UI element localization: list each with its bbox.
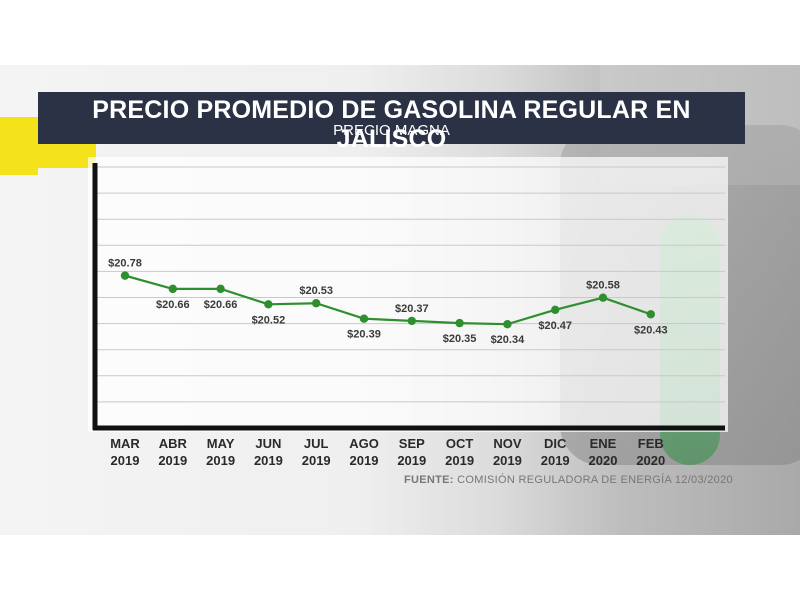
x-tick-label-year: 2019 — [541, 453, 570, 468]
data-label: $20.53 — [299, 285, 333, 297]
x-tick-label: ENE — [590, 436, 617, 451]
series-line — [124, 274, 652, 326]
data-label: $20.58 — [586, 280, 620, 292]
data-point — [120, 271, 130, 280]
data-label: $20.52 — [252, 314, 286, 326]
data-point — [455, 318, 464, 328]
x-tick-label: AGO — [349, 436, 379, 451]
data-point — [646, 310, 655, 319]
data-label: $20.43 — [634, 324, 668, 336]
x-tick-label-year: 2019 — [350, 453, 379, 468]
x-tick-label-year: 2019 — [254, 453, 283, 468]
data-label: $20.39 — [347, 329, 381, 341]
accent-bar-secondary — [38, 143, 96, 168]
data-point — [407, 316, 416, 326]
x-tick-label: MAY — [207, 436, 235, 451]
x-tick-label: DIC — [544, 436, 567, 451]
x-tick-label-year: 2019 — [302, 453, 331, 468]
x-tick-label-year: 2019 — [445, 453, 474, 468]
data-point — [312, 299, 321, 308]
x-tick-label-year: 2019 — [206, 453, 235, 468]
data-point — [359, 314, 369, 323]
data-label: $20.66 — [204, 299, 238, 311]
x-tick-label-year: 2019 — [493, 453, 522, 468]
data-point — [216, 284, 225, 294]
chart-subtitle: PRECIO MAGNA — [333, 122, 450, 139]
x-tick-label-year: 2019 — [397, 453, 426, 468]
x-tick-label-year: 2020 — [589, 453, 618, 468]
x-tick-label: MAR — [110, 436, 140, 451]
x-tick-label: ABR — [159, 436, 188, 451]
x-tick-label-year: 2019 — [158, 453, 187, 468]
source-text: COMISIÓN REGULADORA DE ENERGÍA 12/03/202… — [457, 474, 733, 486]
data-label: $20.37 — [395, 303, 429, 315]
data-point — [551, 305, 560, 315]
x-tick-label: NOV — [493, 436, 522, 451]
chart-header: PRECIO PROMEDIO DE GASOLINA REGULAR EN J… — [38, 92, 745, 153]
data-point — [264, 300, 273, 309]
data-label: $20.66 — [156, 299, 190, 311]
accent-bar — [0, 117, 38, 175]
chart-title: PRECIO PROMEDIO DE GASOLINA REGULAR EN J… — [92, 96, 691, 153]
x-tick-label: JUL — [304, 436, 329, 451]
data-label: $20.47 — [538, 320, 572, 332]
x-tick-label: JUN — [255, 436, 281, 451]
x-tick-label-year: 2019 — [111, 453, 140, 468]
data-label: $20.35 — [443, 333, 477, 345]
data-point — [503, 320, 512, 329]
source-note: FUENTE: COMISIÓN REGULADORA DE ENERGÍA 1… — [404, 474, 733, 486]
x-tick-label: SEP — [399, 436, 425, 451]
x-tick-label: OCT — [446, 436, 474, 451]
data-point — [168, 284, 177, 294]
x-tick-label-year: 2020 — [636, 453, 665, 468]
source-label: FUENTE: — [404, 474, 454, 486]
plot-panel — [88, 157, 728, 432]
data-label: $20.78 — [108, 258, 142, 270]
data-point — [598, 293, 608, 302]
data-label: $20.34 — [491, 334, 526, 346]
x-tick-label: FEB — [638, 436, 664, 451]
